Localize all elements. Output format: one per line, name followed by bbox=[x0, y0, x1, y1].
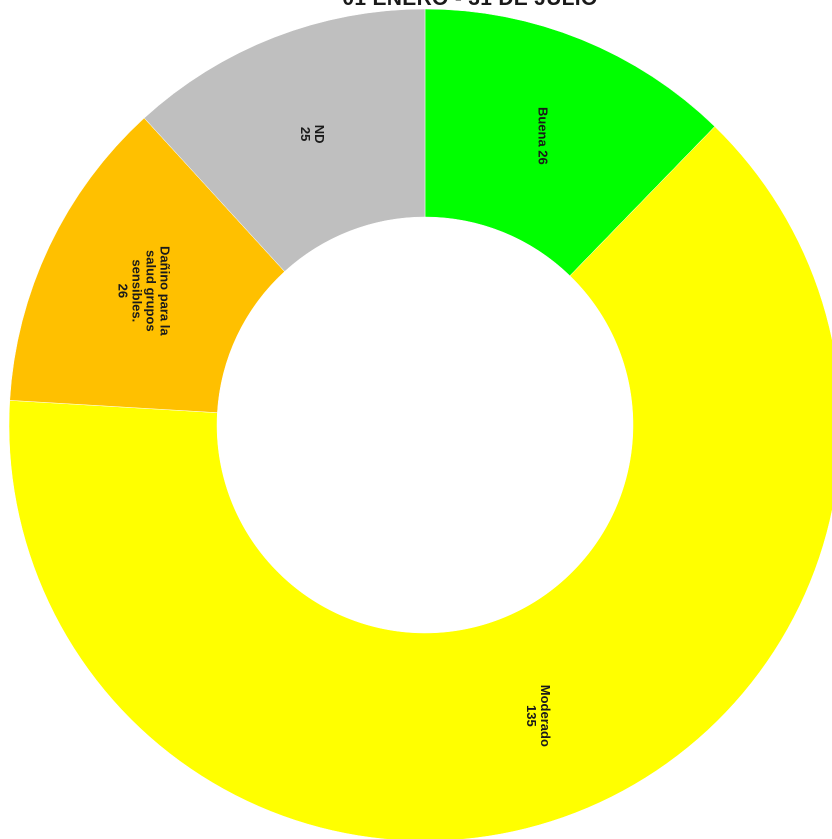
chart-title: 01 ENERO - 31 DE JULIO bbox=[300, 0, 640, 11]
slice-moderado bbox=[8, 126, 832, 839]
slice-buena bbox=[424, 8, 716, 277]
slice-label-moderado: Moderado135 bbox=[524, 685, 553, 747]
slice-label-buena: Buena 26 bbox=[535, 107, 550, 165]
slice-label-nd: ND25 bbox=[298, 125, 327, 144]
slice-nd bbox=[143, 8, 426, 272]
slice-danino-para-la-salud-grupos-sensibles bbox=[9, 117, 285, 413]
slice-label-danino-para-la-salud-grupos-sensibles: Dañino para lasalud grupossensibles.26 bbox=[115, 246, 172, 336]
